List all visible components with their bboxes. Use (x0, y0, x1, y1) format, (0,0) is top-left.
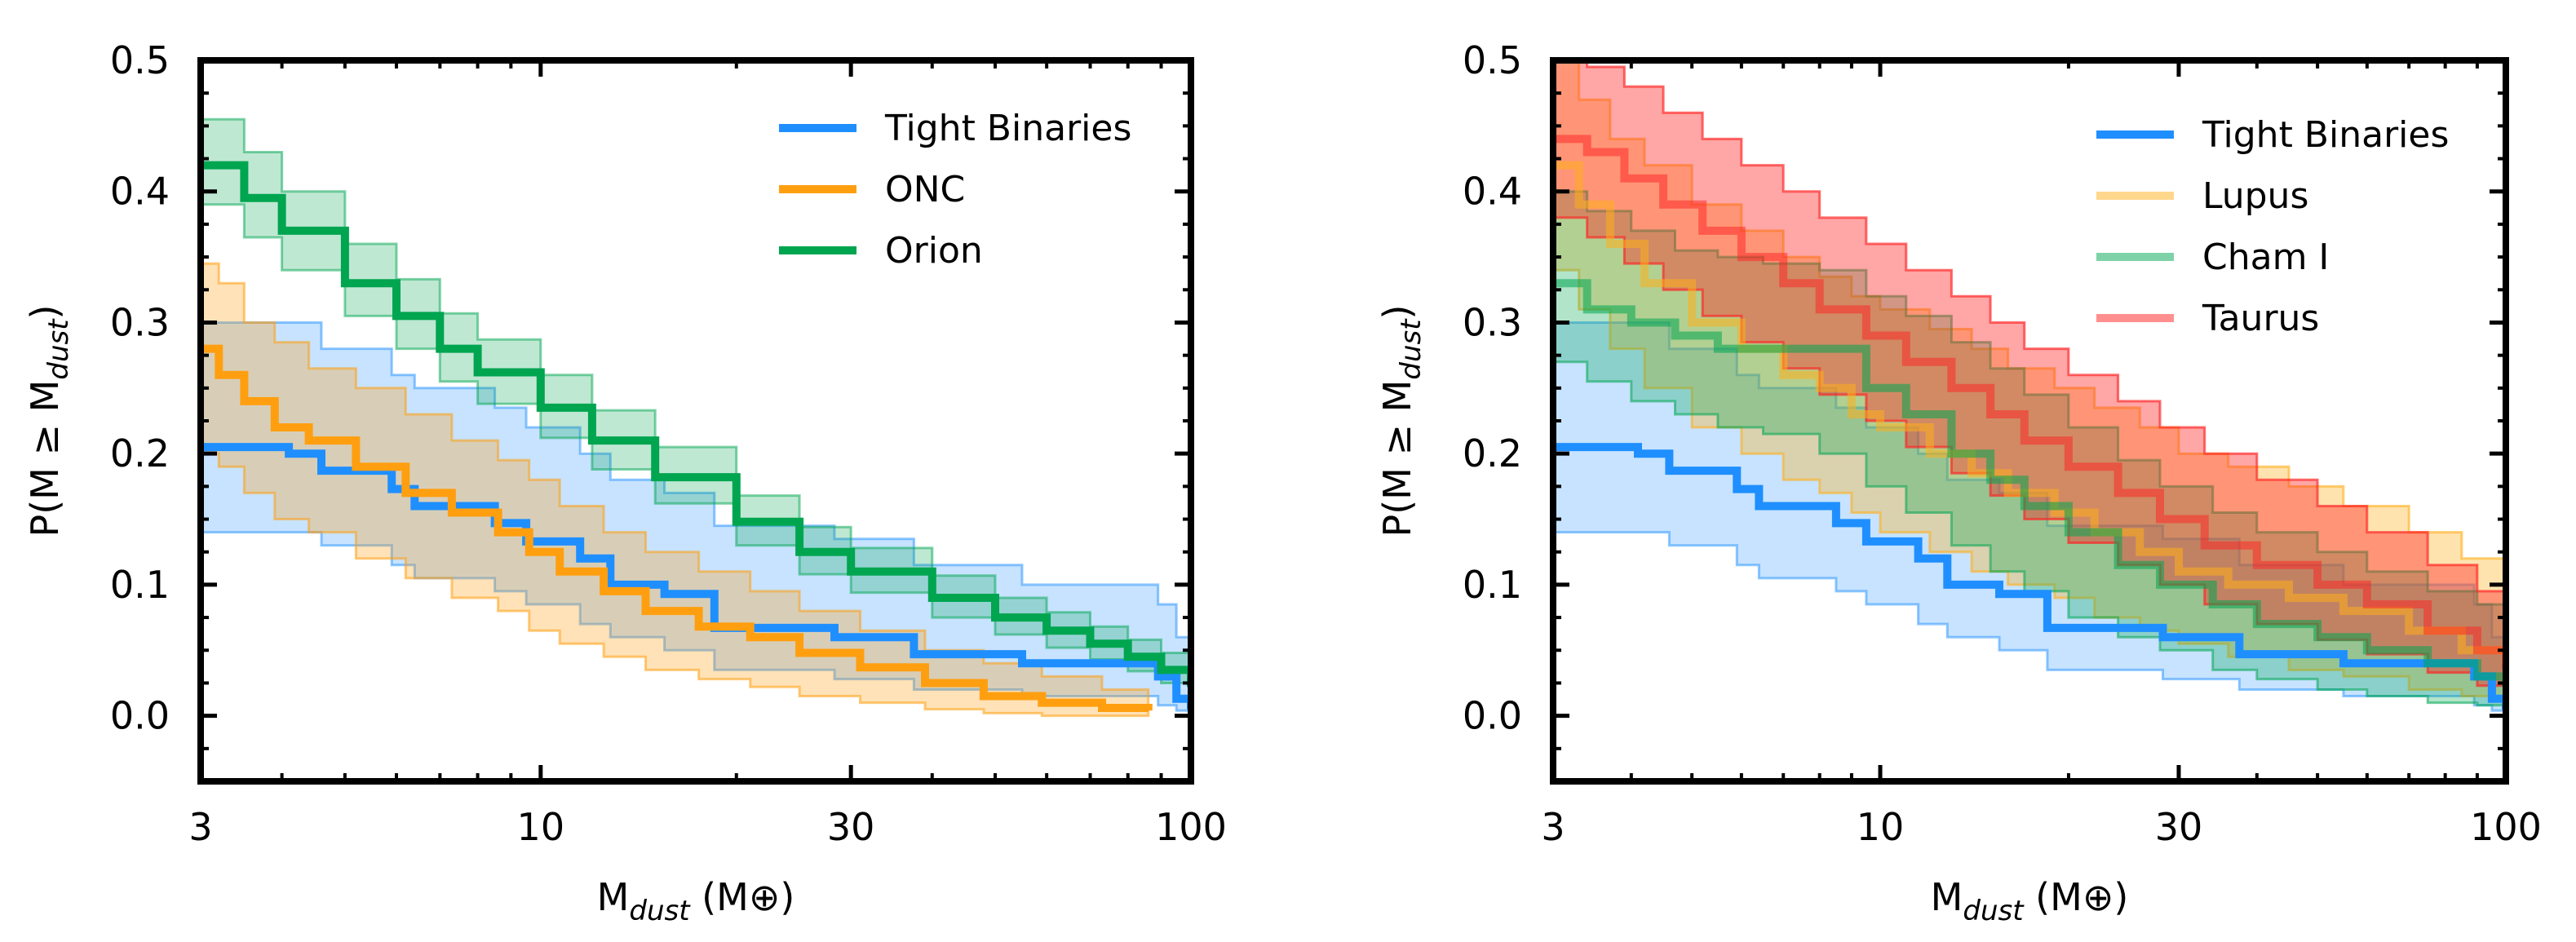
legend: Tight Binaries ONC Orion (779, 108, 1131, 272)
x-tick-label: 10 (517, 805, 565, 849)
y-tick-label: 0.3 (1463, 300, 1522, 344)
chart-2: 3 10 30 100 0.0 0.1 0.2 0.3 0.4 0.5 Mdust (M⊕) P(M … (1375, 38, 2542, 927)
y-tick-label: 0.1 (110, 563, 170, 607)
y-axis-label: P(M ≥ Mdust) (1375, 305, 1427, 537)
plot-area (1553, 60, 2506, 716)
x-tick-label: 30 (2155, 805, 2203, 849)
x-tick-label: 100 (2470, 805, 2542, 849)
line-lupus (1553, 161, 2506, 664)
line-tight-binaries (201, 443, 1191, 710)
x-tick-label: 3 (1541, 805, 1565, 849)
x-tick-label: 30 (827, 805, 875, 849)
legend-label-cham-i: Cham I (2202, 237, 2329, 278)
y-tick-label: 0.1 (1463, 563, 1522, 607)
line-taurus (1553, 135, 2506, 670)
y-tick-label: 0.5 (1463, 38, 1522, 82)
line-cham-i (1553, 279, 2506, 688)
legend-label-tight-binaries: Tight Binaries (884, 108, 1131, 149)
chart-1: 3 10 30 100 0.0 0.1 0.2 0.3 0.4 0.5 Mdust (M⊕) P(M … (23, 38, 1227, 927)
x-axis-label: Mdust (M⊕) (597, 875, 795, 927)
legend-label-taurus: Taurus (2202, 298, 2319, 339)
line-orion (201, 161, 1191, 688)
y-tick-label: 0.4 (1463, 170, 1522, 214)
y-tick-label: 0.5 (110, 38, 170, 82)
y-tick-label: 0.2 (1463, 431, 1522, 475)
y-axis-label: P(M ≥ Mdust) (23, 305, 75, 537)
y-tick-label: 0.3 (110, 300, 170, 344)
plot-area (201, 117, 1191, 718)
x-tick-label: 100 (1155, 805, 1227, 849)
x-tick-label: 10 (1857, 805, 1905, 849)
band-cham-i (1553, 190, 2506, 710)
legend-label-onc: ONC (885, 169, 965, 210)
legend-label-tight-binaries: Tight Binaries (2202, 114, 2449, 156)
band-lupus (1553, 60, 2506, 703)
y-tick-label: 0.4 (110, 170, 170, 214)
y-tick-label: 0.2 (110, 431, 170, 475)
x-tick-label: 3 (188, 805, 212, 849)
legend-label-orion: Orion (885, 230, 983, 272)
y-tick-label: 0.0 (1463, 694, 1522, 738)
x-axis-label: Mdust (M⊕) (1931, 875, 2129, 927)
legend: Tight Binaries Lupus Cham I Taurus (2096, 114, 2449, 339)
band-taurus (1553, 60, 2506, 697)
line-onc (201, 344, 1153, 712)
legend-label-lupus: Lupus (2202, 175, 2308, 217)
y-tick-label: 0.0 (110, 694, 170, 738)
